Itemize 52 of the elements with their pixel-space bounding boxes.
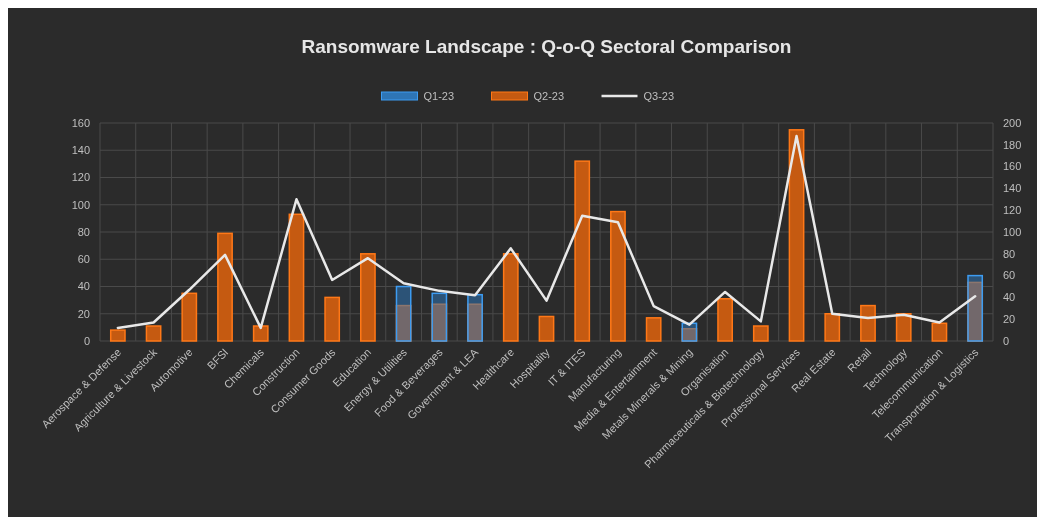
y2-tick-label: 80 xyxy=(1003,247,1016,260)
bar xyxy=(109,329,126,342)
bar xyxy=(681,322,698,342)
bar xyxy=(502,253,519,342)
bar xyxy=(145,325,162,342)
bar xyxy=(360,253,376,342)
bar xyxy=(395,285,412,342)
y2-tick-label: 200 xyxy=(1003,116,1022,129)
bar xyxy=(717,298,733,342)
bar xyxy=(252,325,269,342)
bar xyxy=(860,304,876,342)
bar xyxy=(467,303,483,342)
legend-label: Q3-23 xyxy=(643,89,675,102)
legend-label: Q2-23 xyxy=(533,89,565,102)
bar xyxy=(431,303,448,342)
y-tick-label: 20 xyxy=(77,307,90,320)
bar xyxy=(788,129,805,342)
bar xyxy=(610,210,626,342)
y-tick-label: 100 xyxy=(71,198,90,211)
y2-tick-label: 40 xyxy=(1003,291,1016,304)
bar xyxy=(324,296,341,342)
y2-tick-label: 180 xyxy=(1003,138,1022,151)
legend-label: Q1-23 xyxy=(423,89,455,102)
bar xyxy=(645,317,662,342)
y-tick-label: 40 xyxy=(77,280,90,293)
y-tick-label: 160 xyxy=(71,116,90,129)
chart-title: Ransomware Landscape : Q-o-Q Sectoral Comparison xyxy=(301,36,792,57)
bar xyxy=(931,322,948,342)
bar xyxy=(431,292,448,342)
bar xyxy=(538,315,555,342)
bar xyxy=(181,292,198,342)
y-tick-label: 0 xyxy=(83,334,90,347)
bar xyxy=(824,313,841,342)
y2-tick-label: 160 xyxy=(1003,160,1022,173)
y-tick-label: 80 xyxy=(77,225,90,238)
y2-tick-label: 60 xyxy=(1003,269,1016,282)
y2-tick-label: 0 xyxy=(1003,334,1010,347)
bar xyxy=(574,160,591,342)
y2-tick-label: 140 xyxy=(1003,182,1022,195)
y-tick-label: 120 xyxy=(71,171,90,184)
y2-tick-label: 20 xyxy=(1003,313,1016,326)
bar xyxy=(467,293,483,342)
bar xyxy=(752,325,769,342)
line-series xyxy=(116,134,977,330)
bar xyxy=(217,232,233,342)
y2-tick-label: 120 xyxy=(1003,204,1022,217)
y-tick-label: 140 xyxy=(71,144,90,157)
bar xyxy=(395,304,412,342)
y2-tick-label: 100 xyxy=(1003,225,1022,238)
bar xyxy=(288,213,305,342)
bar xyxy=(895,313,912,342)
y-tick-label: 60 xyxy=(77,253,90,266)
